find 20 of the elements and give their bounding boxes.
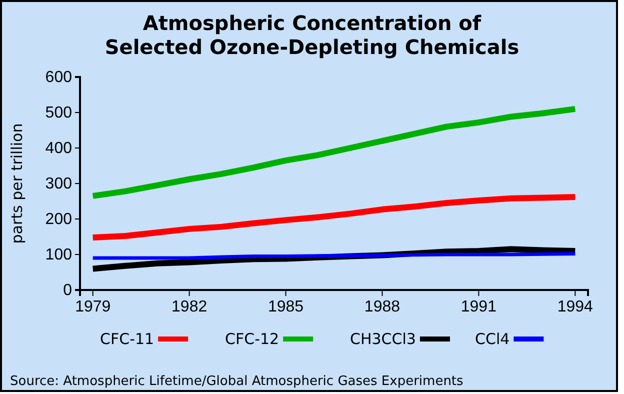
source-note: Source: Atmospheric Lifetime/Global Atmospheric Gases Experiments	[10, 374, 464, 389]
y-tick-label: 400	[45, 140, 72, 158]
y-tick-label: 500	[45, 104, 72, 122]
y-tick-label: 100	[45, 246, 72, 264]
x-tick-label: 1979	[75, 298, 111, 316]
chart-title: Atmospheric Concentration of Selected Ozone-Depleting Chemicals	[104, 11, 520, 59]
legend-label: CCl4	[475, 330, 510, 348]
x-tick-label: 1991	[460, 298, 497, 316]
x-tick-label: 1994	[557, 298, 594, 316]
legend-label: CFC-12	[225, 330, 280, 348]
y-axis-title: parts per trillion	[8, 123, 26, 244]
y-tick-label: 600	[45, 69, 72, 86]
legend-label: CH3CCl3	[350, 330, 416, 348]
x-tick-label: 1982	[172, 298, 208, 316]
x-tick-label: 1988	[364, 298, 400, 316]
y-tick-label: 200	[45, 211, 72, 228]
x-tick-label: 1985	[268, 298, 304, 316]
y-tick-label: 300	[45, 176, 72, 193]
legend-label: CFC-11	[100, 330, 154, 348]
y-tick-label: 0	[63, 282, 72, 300]
